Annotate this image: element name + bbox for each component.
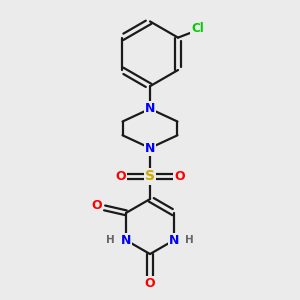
Text: Cl: Cl bbox=[191, 22, 204, 35]
Text: N: N bbox=[145, 142, 155, 154]
Text: N: N bbox=[145, 102, 155, 115]
Text: N: N bbox=[121, 234, 131, 247]
Text: O: O bbox=[92, 200, 102, 212]
Text: O: O bbox=[115, 170, 126, 183]
Text: N: N bbox=[169, 234, 179, 247]
Text: H: H bbox=[106, 235, 115, 245]
Text: O: O bbox=[174, 170, 185, 183]
Text: H: H bbox=[185, 235, 194, 245]
Text: O: O bbox=[145, 277, 155, 290]
Text: S: S bbox=[145, 169, 155, 184]
